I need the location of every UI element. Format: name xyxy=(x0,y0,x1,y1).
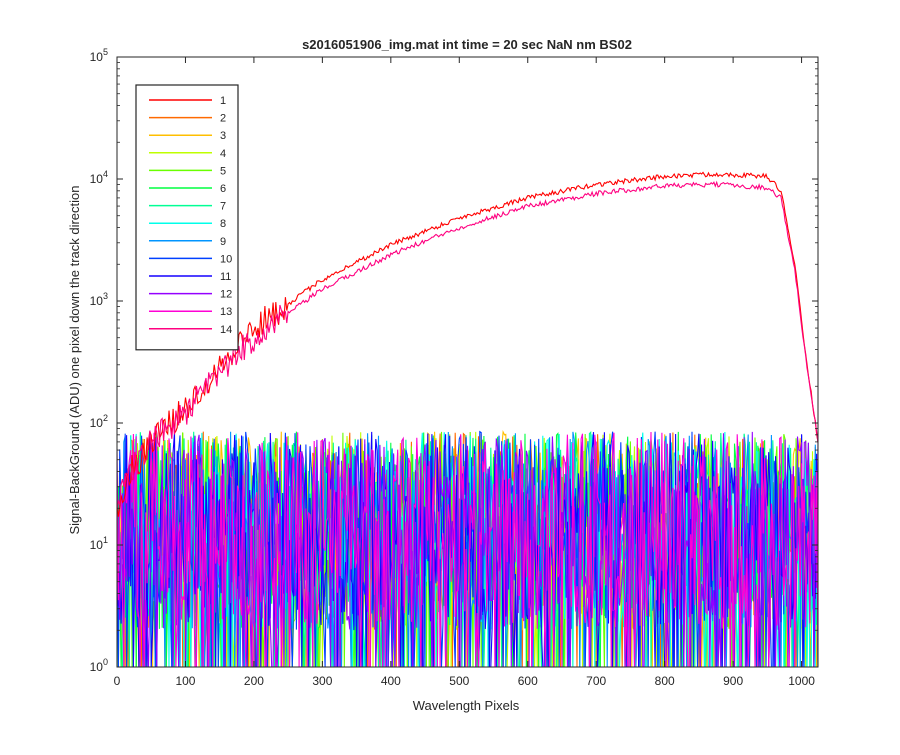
legend-label-3: 3 xyxy=(220,130,226,142)
legend-label-6: 6 xyxy=(220,183,226,195)
y-tick-label: 103 xyxy=(90,291,108,308)
y-tick-label: 104 xyxy=(90,169,108,186)
y-tick-label: 100 xyxy=(90,657,108,674)
legend-label-11: 11 xyxy=(220,271,231,283)
legend-label-1: 1 xyxy=(220,95,226,107)
chart-title: s2016051906_img.mat int time = 20 sec Na… xyxy=(302,37,632,52)
legend-label-8: 8 xyxy=(220,218,226,230)
x-tick-label: 800 xyxy=(655,674,675,688)
legend-label-9: 9 xyxy=(220,236,226,248)
series-line-1 xyxy=(117,171,818,517)
axes-box xyxy=(116,56,819,668)
legend-label-12: 12 xyxy=(220,289,232,301)
y-axis-label: Signal-BackGround (ADU) one pixel down t… xyxy=(67,185,82,534)
y-tick-label: 102 xyxy=(90,413,108,430)
legend-label-10: 10 xyxy=(220,253,232,265)
x-tick-label: 1000 xyxy=(788,674,815,688)
x-tick-label: 600 xyxy=(518,674,538,688)
x-axis-label: Wavelength Pixels xyxy=(413,698,520,713)
plot-area xyxy=(117,171,818,667)
legend-label-2: 2 xyxy=(220,113,226,125)
x-tick-label: 300 xyxy=(312,674,332,688)
axes: 0 100 200 300 400 500 600 700 800 900 100010010110… xyxy=(90,47,819,688)
x-tick-label: 500 xyxy=(449,674,469,688)
x-tick-label: 100 xyxy=(175,674,195,688)
x-tick-label: 900 xyxy=(723,674,743,688)
x-tick-label: 700 xyxy=(586,674,606,688)
legend-label-13: 13 xyxy=(220,306,232,318)
x-tick-label: 400 xyxy=(381,674,401,688)
y-tick-label: 101 xyxy=(90,535,108,552)
legend-label-4: 4 xyxy=(220,148,226,160)
x-tick-label: 0 xyxy=(114,674,121,688)
x-tick-label: 200 xyxy=(244,674,264,688)
series-line-13 xyxy=(117,431,818,667)
legend-label-5: 5 xyxy=(220,165,226,177)
legend-label-7: 7 xyxy=(220,201,226,213)
y-tick-label: 105 xyxy=(90,47,108,64)
legend-label-14: 14 xyxy=(220,324,232,336)
series-line-12 xyxy=(117,431,818,667)
